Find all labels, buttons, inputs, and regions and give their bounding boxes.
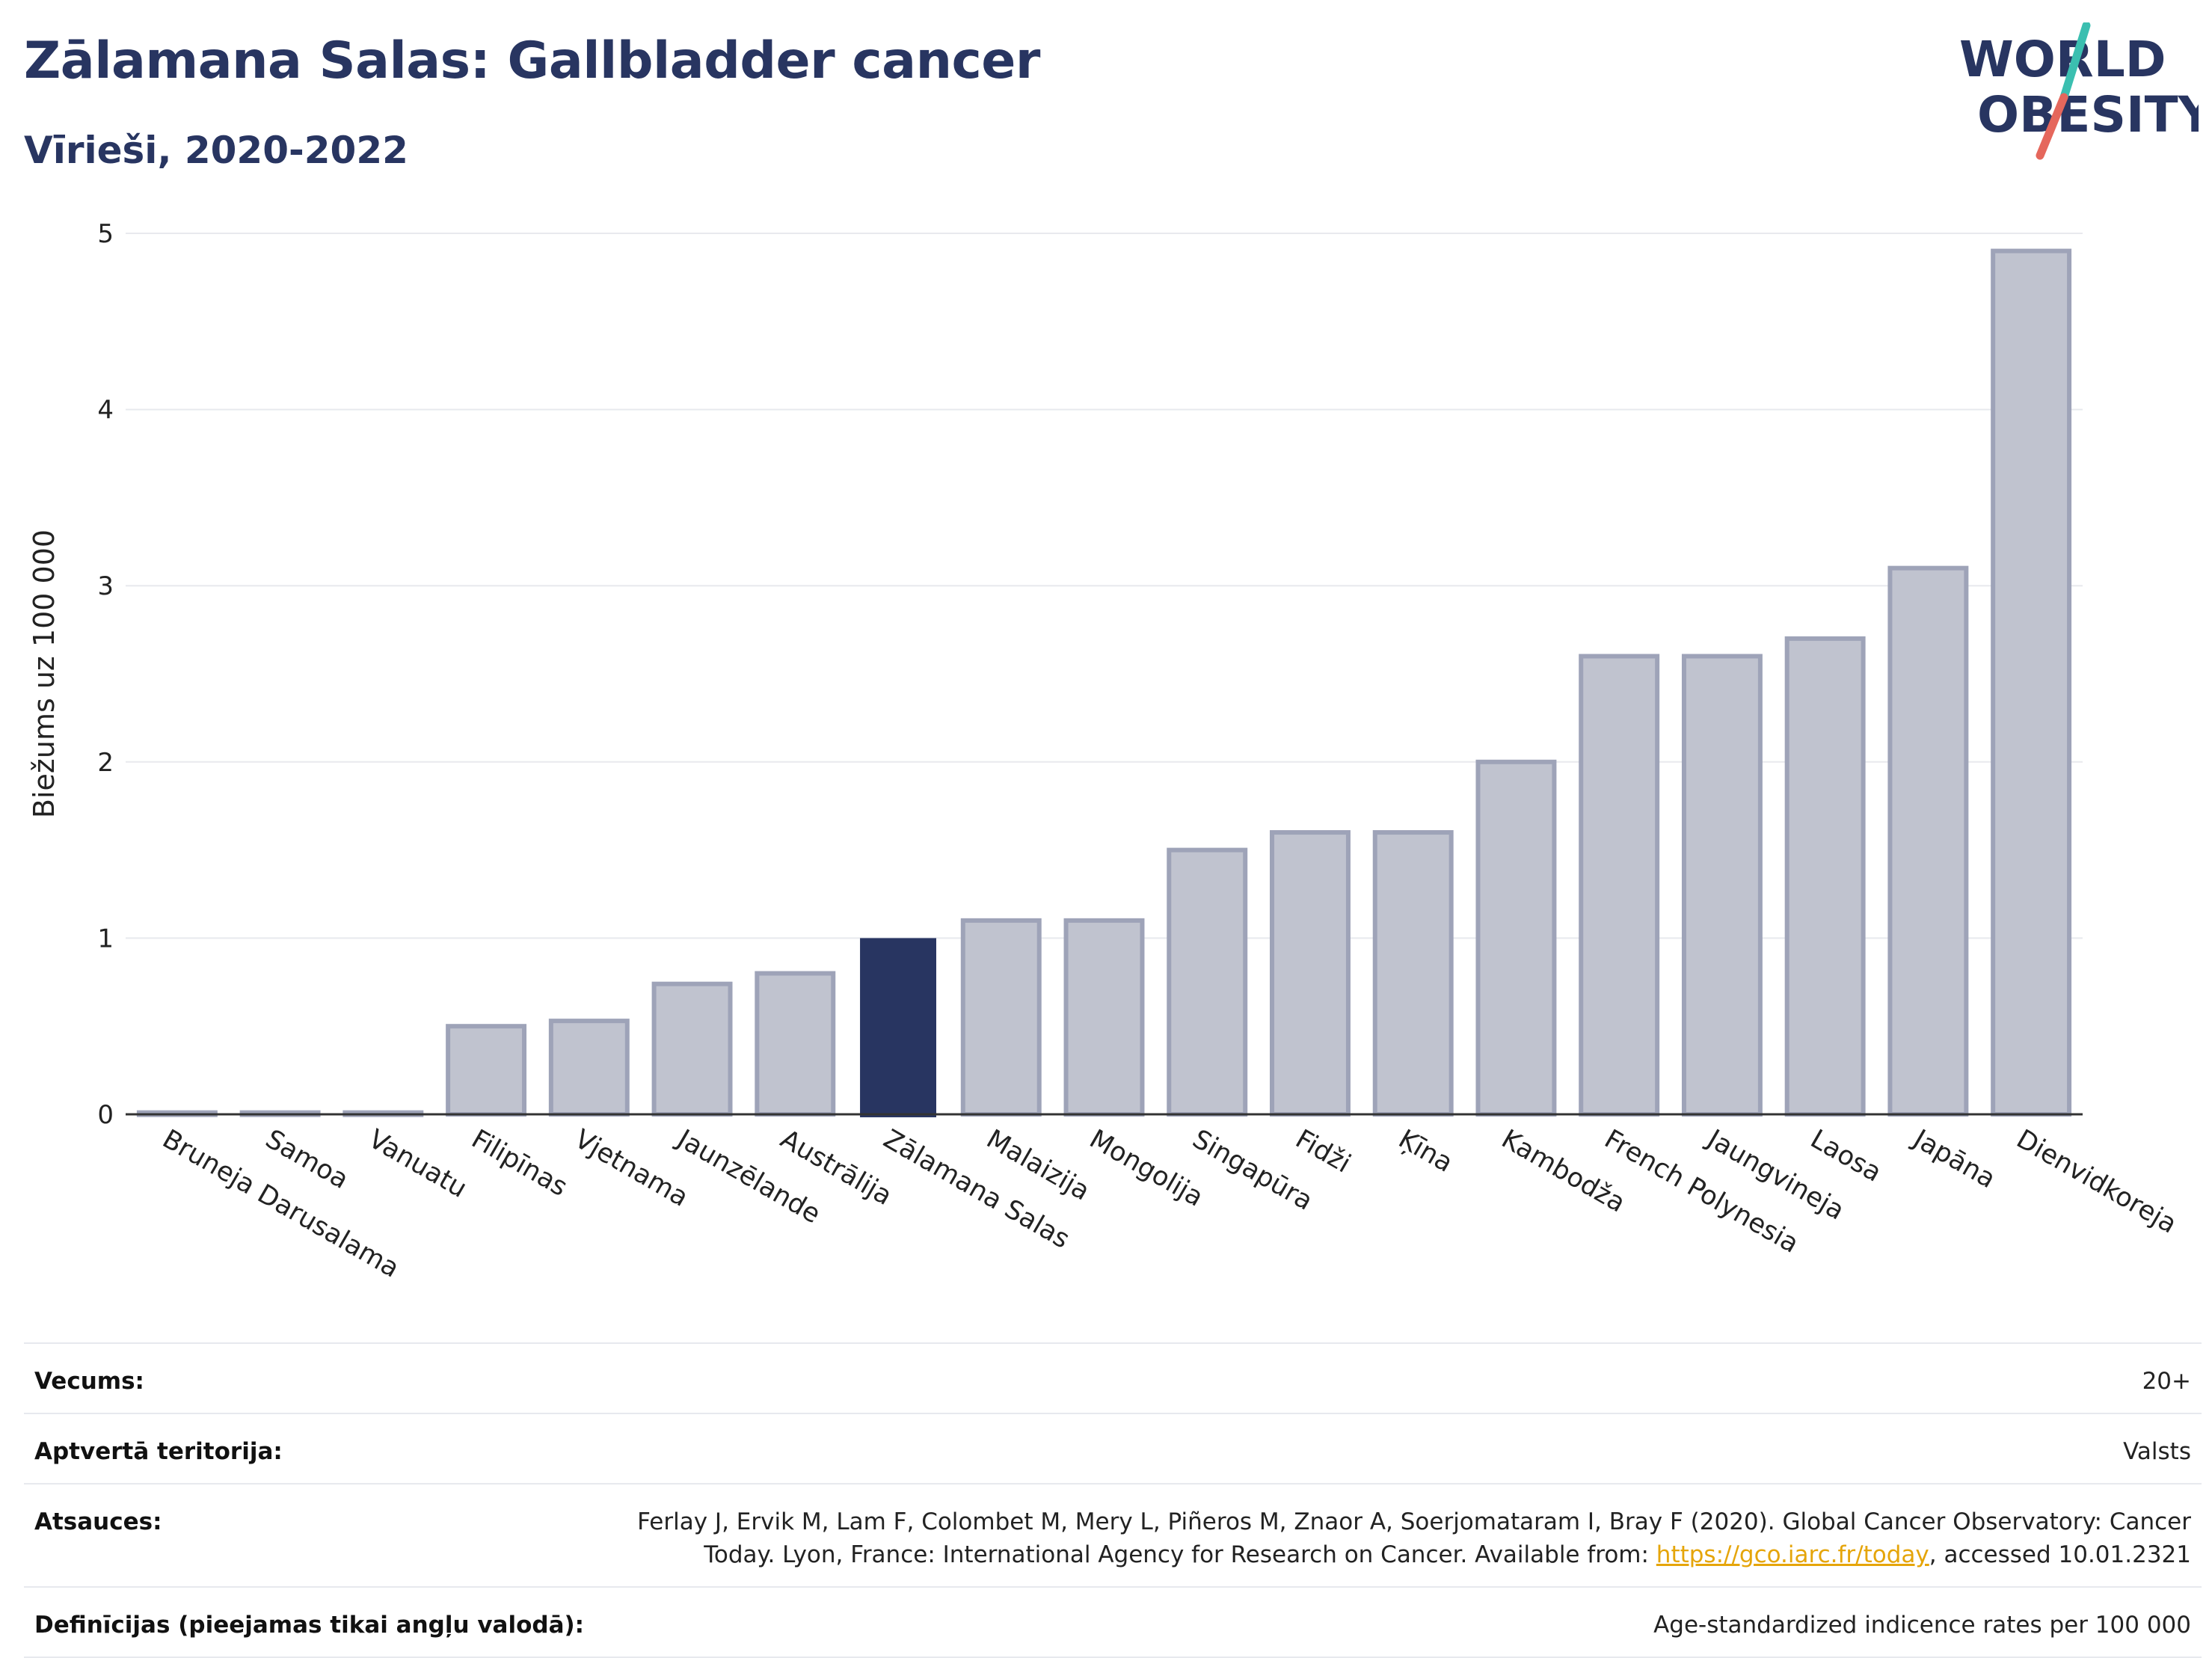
world-obesity-logo: WORLD OBESITY <box>1959 22 2199 160</box>
bar-10 <box>1167 847 1248 1117</box>
bar-14 <box>1579 654 1660 1117</box>
x-tick-label: Zālamana Salas <box>879 1124 1075 1255</box>
meta-value-references: Ferlay J, Ervik M, Lam F, Colombet M, Me… <box>583 1505 2191 1571</box>
x-tick-label: Ķīna <box>1393 1124 1457 1179</box>
meta-row-definitions: Definīcijas (pieejamas tikai angļu valod… <box>24 1586 2202 1658</box>
bar-4 <box>548 1019 630 1117</box>
y-tick-label: 3 <box>97 571 114 601</box>
reference-accessed: , accessed 10.01.2321 <box>1929 1541 2191 1568</box>
chart-title: Zālamana Salas: Gallbladder cancer <box>24 31 1040 90</box>
metadata-table: Vecums: 20+ Aptvertā teritorija: Valsts … <box>24 1342 2202 1658</box>
bar-5 <box>651 981 733 1117</box>
bars <box>136 248 2072 1117</box>
y-tick-label: 4 <box>97 396 114 426</box>
bar-11 <box>1270 830 1351 1117</box>
reference-link[interactable]: https://gco.iarc.fr/today <box>1656 1541 1929 1568</box>
meta-label-definitions: Definīcijas (pieejamas tikai angļu valod… <box>34 1612 585 1639</box>
bar-17 <box>1887 565 1969 1117</box>
meta-label-references: Atsauces: <box>34 1508 162 1535</box>
bar-8 <box>960 918 1042 1117</box>
bar-9 <box>1063 918 1145 1117</box>
x-tick-label: French Polynesia <box>1600 1124 1804 1259</box>
x-tick-label: Fidži <box>1290 1124 1355 1179</box>
meta-value-territory: Valsts <box>2123 1438 2191 1465</box>
bar-16 <box>1784 636 1866 1117</box>
y-tick-label: 0 <box>97 1100 114 1130</box>
meta-row-references: Atsauces: Ferlay J, Ervik M, Lam F, Colo… <box>24 1483 2202 1586</box>
bar-15 <box>1681 654 1763 1117</box>
y-tick-label: 1 <box>97 924 114 954</box>
logo-word-obesity: OBESITY <box>1977 86 2199 144</box>
x-tick-label: Japāna <box>1907 1123 2000 1194</box>
meta-row-territory: Aptvertā teritorija: Valsts <box>24 1413 2202 1483</box>
logo-word-world: WORLD <box>1959 31 2166 88</box>
reference-text: Ferlay J, Ervik M, Lam F, Colombet M, Me… <box>637 1508 2191 1568</box>
y-axis-ticks: 0 1 2 3 4 5 <box>97 219 114 1130</box>
x-tick-label: Vanuatu <box>363 1124 472 1204</box>
x-tick-label: Laosa <box>1805 1124 1886 1188</box>
x-tick-label: Dienvidkoreja <box>2012 1124 2182 1240</box>
meta-value-age: 20+ <box>2142 1368 2191 1395</box>
bar-6 <box>755 971 836 1117</box>
logo-slash-teal <box>2059 22 2091 102</box>
meta-value-definitions: Age-standardized indicence rates per 100… <box>1653 1612 2191 1639</box>
meta-label-territory: Aptvertā teritorija: <box>34 1438 283 1465</box>
bar-3 <box>446 1024 527 1117</box>
y-tick-label: 5 <box>97 219 114 249</box>
logo-slash-red <box>2036 93 2068 160</box>
chart-subtitle: Vīrieši, 2020-2022 <box>24 129 408 172</box>
x-tick-label: Filipīnas <box>467 1124 573 1203</box>
y-tick-label: 2 <box>97 748 114 778</box>
x-tick-label: Mongolija <box>1084 1124 1208 1213</box>
bar-12 <box>1372 830 1454 1117</box>
x-tick-label: Vjetnama <box>569 1124 693 1213</box>
bar-7 <box>860 938 936 1117</box>
bar-13 <box>1475 759 1557 1117</box>
meta-row-age: Vecums: 20+ <box>24 1342 2202 1413</box>
meta-label-age: Vecums: <box>34 1368 144 1395</box>
bar-18 <box>1991 248 2072 1117</box>
y-axis-label: Biežums uz 100 000 <box>28 529 61 818</box>
